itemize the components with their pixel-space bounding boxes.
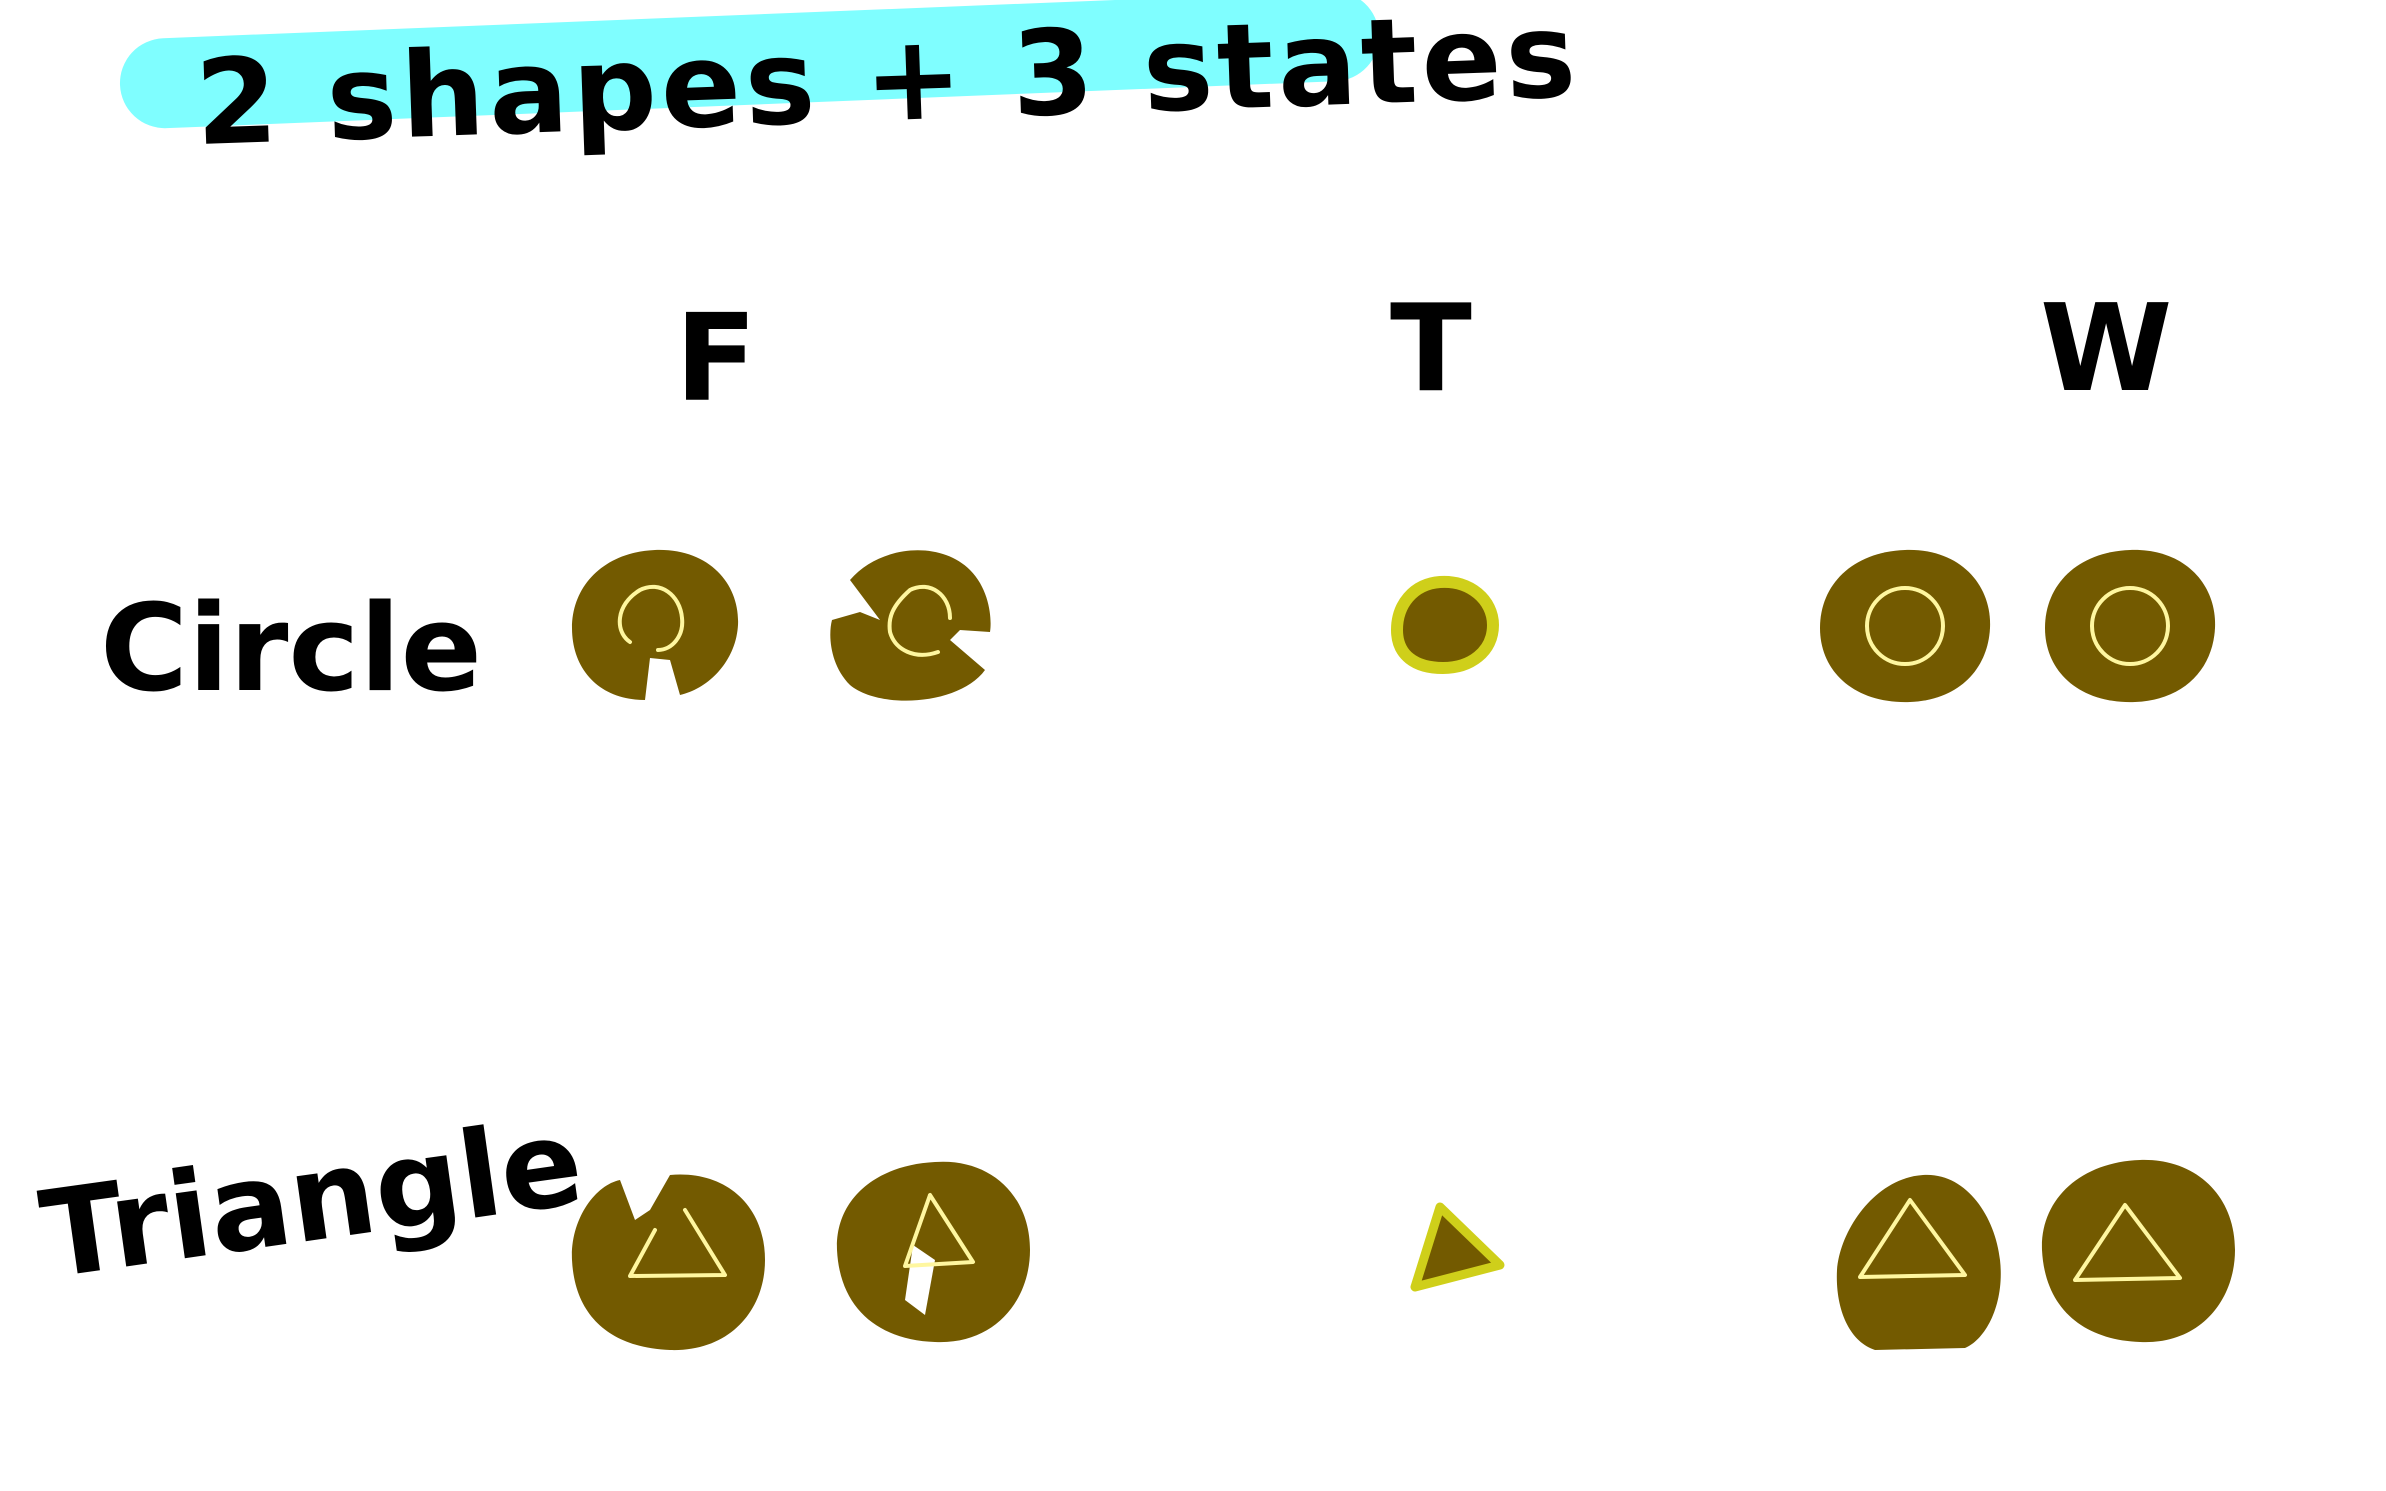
row-label-circle: Circle [100, 580, 483, 719]
column-label-t: T [1390, 280, 1472, 419]
broken-triangle-icon [571, 1174, 765, 1351]
dot-icon [1390, 575, 1500, 675]
broken-circle-icon [572, 549, 739, 700]
circle-in-disc-icon [2045, 549, 2216, 703]
column-label-w: W [2040, 280, 2173, 419]
page-title: 2 shapes + 3 states [193, 0, 1582, 173]
triangle-in-disc-icon [1836, 1174, 2001, 1350]
broken-triangle-icon [836, 1161, 1030, 1343]
small-triangle-icon [1410, 1202, 1505, 1292]
column-label-f: F [675, 290, 757, 429]
circle-in-disc-icon [1820, 549, 1991, 703]
broken-circle-icon [830, 550, 991, 701]
triangle-in-disc-icon [2041, 1159, 2235, 1343]
row-label-triangle: Triangle [32, 1092, 591, 1307]
